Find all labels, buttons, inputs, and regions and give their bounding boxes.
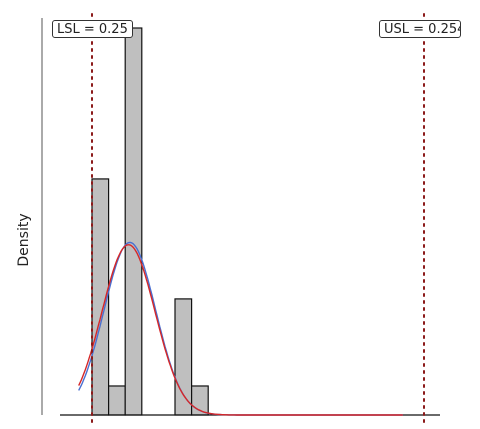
lsl-label: LSL = 0.25: [52, 20, 133, 38]
histogram-bar-3: [174, 298, 193, 416]
histogram-bar-2: [124, 27, 143, 416]
y-axis-label: Density: [16, 213, 32, 267]
density-curve-1: [78, 244, 403, 416]
y-axis-label-box: Density: [4, 195, 44, 285]
usl-label: USL = 0.254: [379, 20, 461, 38]
histogram-bar-1: [107, 385, 126, 416]
